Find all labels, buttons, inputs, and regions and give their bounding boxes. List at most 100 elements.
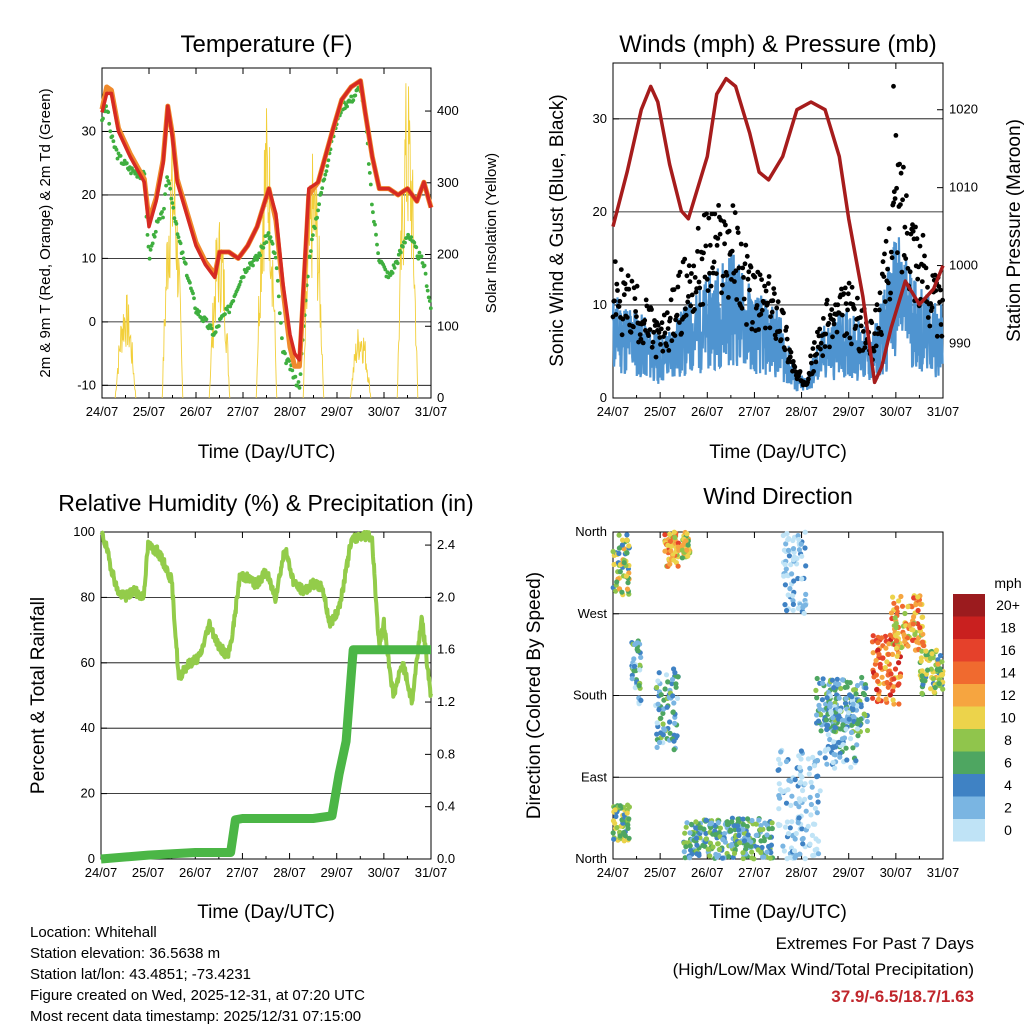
wind-direction-point — [667, 561, 673, 567]
wind-direction-point — [887, 692, 894, 698]
wind-direction-point — [829, 677, 836, 683]
wind-direction-point — [784, 572, 790, 578]
gust-point — [723, 222, 728, 228]
gust-point — [657, 335, 663, 340]
wind-direction-point — [625, 802, 631, 808]
gust-point — [752, 274, 758, 280]
wind-direction-point — [883, 645, 889, 651]
colorbar-label: 8 — [1004, 732, 1012, 748]
gust-point — [940, 297, 945, 303]
wind-direction-point — [701, 826, 707, 832]
wind-direction-point — [894, 605, 900, 611]
gust-point — [655, 322, 661, 328]
wind-direction-point — [879, 635, 885, 641]
wind-direction-point — [875, 647, 881, 653]
dewpoint-point — [209, 326, 214, 331]
colorbar-label: 4 — [1004, 777, 1012, 793]
wind-direction-point — [789, 571, 795, 577]
gust-point — [861, 329, 866, 334]
dewpoint-point — [307, 254, 312, 259]
gust-point — [729, 248, 735, 254]
winds-y2-tick-label: 1010 — [949, 180, 978, 195]
colorbar-swatch — [953, 639, 985, 662]
wind-direction-point — [684, 547, 690, 553]
dewpoint-point — [161, 215, 165, 220]
wind-direction-point — [637, 662, 643, 668]
dewpoint-point — [349, 94, 354, 99]
wind-direction-point — [613, 588, 619, 594]
gust-point — [674, 312, 680, 318]
dewpoint-point — [201, 319, 206, 324]
dewpoint-point — [279, 321, 283, 325]
gust-point — [747, 287, 752, 293]
temp-title: Temperature (F) — [180, 31, 352, 58]
winds-x-tick-label: 27/07 — [738, 404, 771, 419]
gust-point — [904, 193, 909, 199]
gust-point — [768, 314, 773, 319]
gust-point — [626, 286, 632, 292]
gust-point — [901, 164, 906, 170]
wind-direction-point — [832, 724, 838, 731]
gust-point — [814, 351, 820, 357]
wind-direction-point — [669, 681, 675, 687]
wind-direction-point — [635, 648, 641, 654]
wind-direction-point — [728, 843, 734, 849]
wind-direction-point — [823, 717, 829, 723]
gust-point — [691, 263, 697, 269]
wind-direction-point — [802, 781, 808, 787]
gust-point — [669, 338, 675, 344]
wind-direction-point — [681, 849, 687, 855]
temp-x-tick-label: 28/07 — [274, 404, 307, 419]
wind-direction-point — [805, 823, 811, 830]
colorbar-swatch — [953, 661, 985, 684]
wind-direction-point — [921, 643, 927, 649]
wind-direction-point — [783, 566, 789, 572]
gust-point — [707, 270, 712, 276]
winds-y-tick-label: 0 — [600, 390, 607, 405]
wind-direction-point — [621, 830, 627, 836]
colorbar-title: mph — [994, 575, 1021, 591]
wind-direction-point — [894, 645, 900, 651]
wind-direction-point — [667, 531, 673, 537]
wind-direction-point — [940, 686, 946, 692]
dewpoint-point — [310, 237, 314, 242]
dewpoint-point — [170, 201, 175, 205]
wind-direction-point — [679, 547, 685, 553]
wind-direction-point — [621, 560, 627, 566]
winds-y2-tick-label: 990 — [949, 335, 971, 350]
wind-direction-point — [859, 674, 865, 681]
gust-point — [925, 315, 931, 320]
wind-direction-point — [781, 547, 788, 553]
wind-direction-point — [873, 657, 879, 664]
wind-direction-point — [700, 842, 706, 849]
wind-direction-point — [883, 696, 889, 702]
dewpoint-point — [290, 368, 295, 373]
wind-direction-point — [788, 802, 794, 809]
wind-direction-point — [687, 830, 693, 836]
temp-x-tick-label: 24/07 — [86, 404, 119, 419]
dewpoint-point — [153, 229, 158, 234]
gust-point — [903, 256, 909, 261]
gust-point — [782, 347, 788, 353]
info-latlon: Station lat/lon: 43.4851; -73.4231 — [30, 966, 252, 983]
wind-direction-point — [679, 555, 685, 561]
wind-direction-point — [781, 848, 788, 854]
wind-direction-point — [910, 621, 916, 627]
dewpoint-point — [298, 372, 303, 376]
wind-direction-point — [850, 713, 856, 720]
wind-direction-point — [674, 695, 681, 702]
wind-direction-point — [787, 825, 793, 831]
dewpoint-point — [206, 326, 211, 331]
gust-point — [922, 253, 927, 259]
wind-direction-point — [890, 688, 896, 694]
wind-direction-point — [797, 798, 803, 804]
colorbar-swatch — [953, 616, 985, 639]
gust-point — [869, 320, 875, 326]
wind-direction-point — [935, 661, 941, 667]
wind-direction-point — [655, 701, 661, 707]
dewpoint-point — [383, 267, 388, 272]
wind-direction-point — [717, 846, 723, 853]
wind-direction-point — [839, 736, 846, 742]
wind-direction-point — [662, 686, 668, 692]
wind-direction-point — [611, 836, 617, 842]
